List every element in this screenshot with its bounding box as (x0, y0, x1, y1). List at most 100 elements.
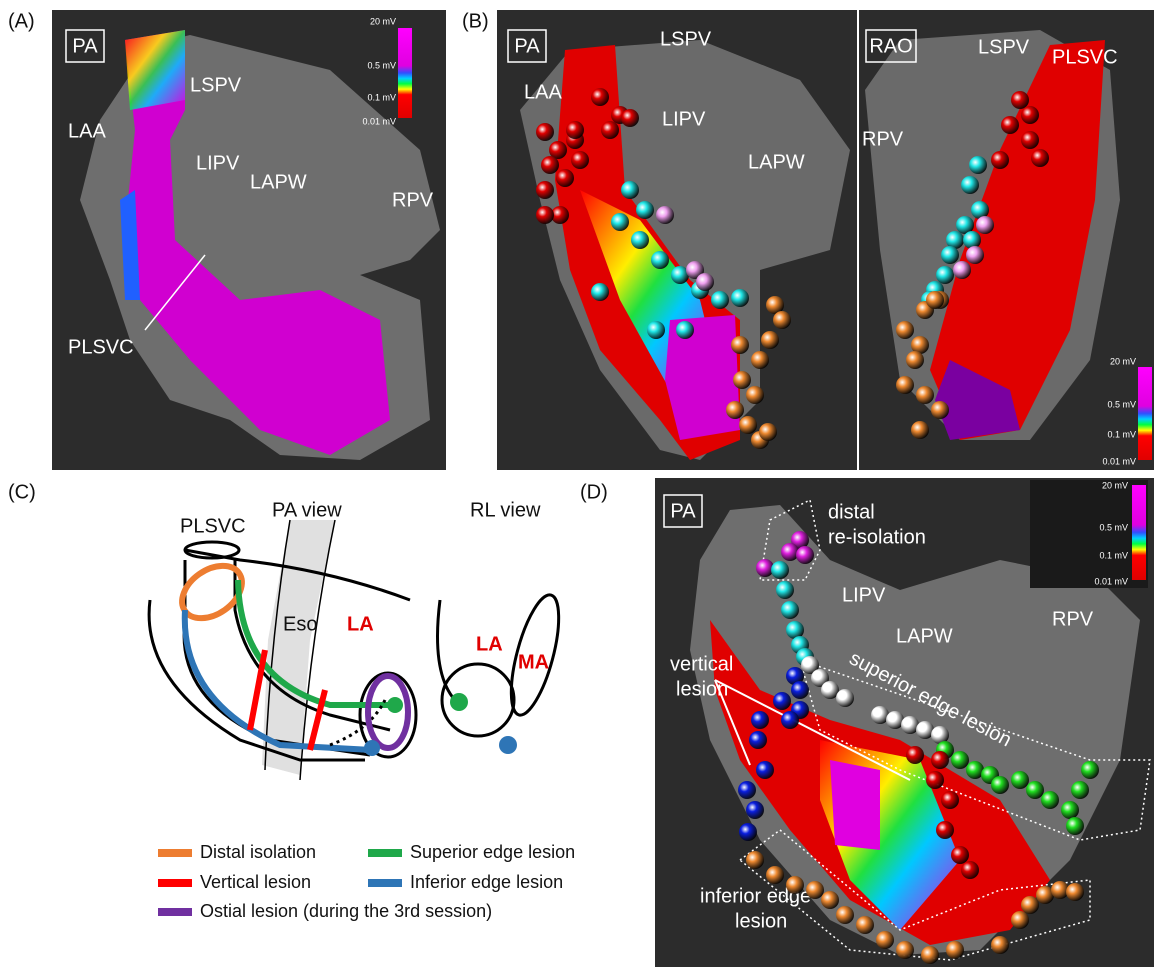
catheter-sphere (991, 776, 1009, 794)
legend-swatch (158, 879, 192, 887)
catheter-sphere (951, 751, 969, 769)
catheter-sphere (781, 543, 799, 561)
catheter-sphere (591, 283, 609, 301)
label: (A) (8, 10, 35, 32)
label: Eso (283, 613, 317, 635)
label: RAO (869, 35, 912, 57)
label: PLSVC (1052, 46, 1118, 68)
catheter-sphere (911, 421, 929, 439)
label: PA (514, 35, 540, 57)
label: RPV (1052, 608, 1094, 630)
catheter-sphere (836, 906, 854, 924)
catheter-sphere (781, 711, 799, 729)
catheter-sphere (771, 561, 789, 579)
label: PA view (272, 499, 342, 521)
label: LA (347, 613, 374, 635)
label: 20 mV (370, 16, 396, 26)
catheter-sphere (1041, 791, 1059, 809)
figure: (A)(B)(C)(D)PAPARAOPALSPVLAALIPVLAPWRPVP… (0, 0, 1154, 967)
catheter-sphere (1031, 149, 1049, 167)
catheter-sphere (1001, 116, 1019, 134)
catheter-sphere (536, 123, 554, 141)
catheter-sphere (946, 941, 964, 959)
catheter-sphere (733, 371, 751, 389)
catheter-sphere (566, 121, 584, 139)
label: LIPV (196, 152, 240, 174)
ostial-lesion (368, 676, 408, 748)
catheter-sphere (991, 151, 1009, 169)
label: MA (518, 651, 549, 673)
catheter-sphere (746, 851, 764, 869)
label: LAPW (896, 625, 953, 647)
label: LSPV (660, 28, 712, 50)
catheter-sphere (961, 176, 979, 194)
catheter-sphere (976, 216, 994, 234)
catheter-sphere (966, 246, 984, 264)
catheter-sphere (541, 156, 559, 174)
catheter-sphere (931, 751, 949, 769)
catheter-sphere (761, 331, 779, 349)
catheter-sphere (601, 121, 619, 139)
label: 20 mV (1110, 356, 1136, 366)
label: 0.01 mV (362, 116, 396, 126)
catheter-sphere (936, 821, 954, 839)
catheter-sphere (773, 692, 791, 710)
catheter-sphere (953, 261, 971, 279)
catheter-sphere (916, 386, 934, 404)
catheter-sphere (1021, 131, 1039, 149)
label: PA (72, 35, 98, 57)
label: Vertical lesion (200, 872, 311, 892)
catheter-sphere (739, 416, 757, 434)
label: vertical (670, 653, 733, 675)
catheter-sphere (1021, 106, 1039, 124)
catheter-sphere (931, 401, 949, 419)
catheter-sphere (821, 891, 839, 909)
node (364, 740, 380, 756)
catheter-sphere (696, 273, 714, 291)
label: 0.1 mV (1107, 429, 1136, 439)
legend-swatch (368, 879, 402, 887)
catheter-sphere (746, 801, 764, 819)
catheter-sphere (731, 289, 749, 307)
catheter-sphere (926, 771, 944, 789)
label: LSPV (978, 36, 1030, 58)
catheter-sphere (571, 151, 589, 169)
catheter-sphere (906, 351, 924, 369)
label: LAA (68, 120, 106, 142)
label: LSPV (190, 74, 242, 96)
catheter-sphere (621, 109, 639, 127)
color-scale (1138, 367, 1152, 460)
catheter-sphere (749, 731, 767, 749)
label: LAPW (748, 151, 805, 173)
node (450, 693, 468, 711)
label: RL view (470, 499, 541, 521)
catheter-sphere (656, 206, 674, 224)
catheter-sphere (896, 321, 914, 339)
catheter-sphere (786, 876, 804, 894)
catheter-sphere (781, 601, 799, 619)
catheter-sphere (1081, 761, 1099, 779)
label: LIPV (662, 108, 706, 130)
catheter-sphere (731, 336, 749, 354)
catheter-sphere (1066, 883, 1084, 901)
catheter-sphere (676, 321, 694, 339)
label: 0.1 mV (1099, 550, 1128, 560)
catheter-sphere (751, 711, 769, 729)
catheter-sphere (651, 251, 669, 269)
catheter-sphere (1011, 91, 1029, 109)
label: 0.01 mV (1094, 576, 1128, 586)
catheter-sphere (756, 761, 774, 779)
catheter-sphere (1011, 911, 1029, 929)
label: LAPW (250, 171, 307, 193)
label: 0.5 mV (1107, 399, 1136, 409)
label: 0.5 mV (1099, 522, 1128, 532)
catheter-sphere (773, 311, 791, 329)
catheter-sphere (1061, 801, 1079, 819)
catheter-sphere (1011, 771, 1029, 789)
label: Distal isolation (200, 842, 316, 862)
catheter-sphere (856, 916, 874, 934)
label: 0.5 mV (367, 60, 396, 70)
label: 20 mV (1102, 480, 1128, 490)
catheter-sphere (739, 823, 757, 841)
catheter-sphere (621, 181, 639, 199)
